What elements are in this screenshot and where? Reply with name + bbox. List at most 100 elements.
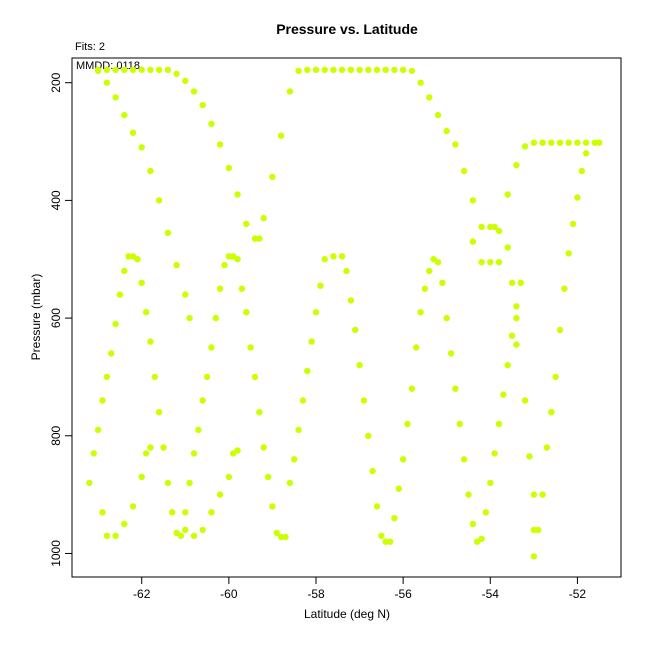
plot-frame (71, 57, 622, 578)
data-point (208, 344, 215, 351)
data-point (513, 161, 520, 169)
y-tick-label: 600 (49, 308, 63, 328)
data-point (561, 285, 568, 292)
data-point (182, 291, 189, 298)
data-point (103, 373, 111, 381)
data-point (199, 397, 206, 404)
data-point (112, 94, 119, 101)
data-point (495, 227, 503, 235)
data-point (373, 66, 381, 74)
data-point (116, 291, 124, 298)
data-point (356, 362, 363, 369)
data-point (208, 509, 215, 516)
data-point (513, 314, 520, 322)
y-tick-label: 1000 (49, 540, 63, 567)
data-point (304, 66, 311, 74)
data-point (112, 66, 119, 74)
x-tick-label: -52 (569, 587, 587, 601)
data-point (177, 532, 185, 539)
data-point (365, 432, 372, 439)
data-point (543, 444, 551, 451)
data-point (347, 297, 355, 304)
data-point (456, 420, 463, 428)
x-axis-label: Latitude (deg N) (304, 607, 390, 621)
data-point (112, 532, 119, 539)
data-point (399, 66, 407, 74)
data-point (465, 491, 472, 498)
data-point (504, 244, 511, 251)
data-point (129, 503, 137, 510)
data-point (482, 509, 490, 516)
data-point (513, 303, 520, 310)
data-point (147, 66, 154, 74)
data-point (151, 373, 158, 381)
data-point (264, 473, 272, 481)
data-point (86, 479, 93, 487)
data-point (347, 66, 355, 74)
data-point (395, 485, 402, 492)
data-point (164, 229, 172, 236)
data-point (138, 144, 145, 151)
data-point (338, 66, 346, 74)
data-point (469, 520, 477, 528)
x-tick-label: -62 (133, 587, 151, 601)
data-point (469, 197, 477, 204)
data-point (360, 397, 368, 404)
data-point (269, 173, 276, 181)
data-point (225, 473, 233, 481)
data-point (147, 338, 154, 345)
data-point (548, 139, 555, 146)
data-point (356, 66, 363, 74)
data-point (552, 373, 559, 381)
data-point (160, 444, 167, 451)
data-point (286, 479, 294, 487)
data-point (556, 326, 564, 334)
data-point (277, 132, 285, 139)
data-point (164, 66, 172, 74)
data-point (495, 420, 503, 428)
data-point (216, 285, 224, 292)
data-point (373, 503, 381, 510)
data-point (234, 191, 241, 198)
data-point (578, 167, 585, 175)
data-point (508, 279, 516, 286)
data-point (574, 139, 581, 146)
data-point (186, 314, 193, 322)
data-point (434, 111, 442, 119)
data-point (138, 279, 145, 286)
data-point (199, 526, 206, 534)
data-point (182, 77, 189, 85)
data-point (251, 235, 259, 242)
data-point (234, 256, 241, 263)
data-point (121, 111, 128, 119)
data-point (452, 141, 459, 148)
data-point (535, 526, 542, 534)
data-point (521, 397, 529, 404)
data-point (582, 139, 590, 146)
data-point (121, 520, 128, 528)
data-point (508, 332, 516, 339)
data-point (530, 139, 538, 146)
data-point (530, 553, 538, 560)
chart-title: Pressure vs. Latitude (276, 21, 418, 37)
points-layer (86, 66, 603, 560)
data-point (478, 535, 485, 542)
data-point (408, 385, 416, 392)
data-point (142, 450, 150, 457)
data-point (478, 223, 485, 231)
data-point (521, 143, 529, 150)
data-point (460, 167, 468, 175)
data-point (186, 479, 193, 487)
data-point (99, 397, 106, 404)
data-point (90, 450, 98, 457)
data-point (260, 444, 267, 451)
data-point (103, 66, 111, 74)
data-point (147, 444, 154, 451)
data-point (155, 197, 163, 204)
data-point (321, 256, 328, 263)
data-point (443, 314, 450, 322)
data-point (234, 447, 241, 454)
data-point (243, 309, 250, 316)
data-point (421, 285, 429, 292)
